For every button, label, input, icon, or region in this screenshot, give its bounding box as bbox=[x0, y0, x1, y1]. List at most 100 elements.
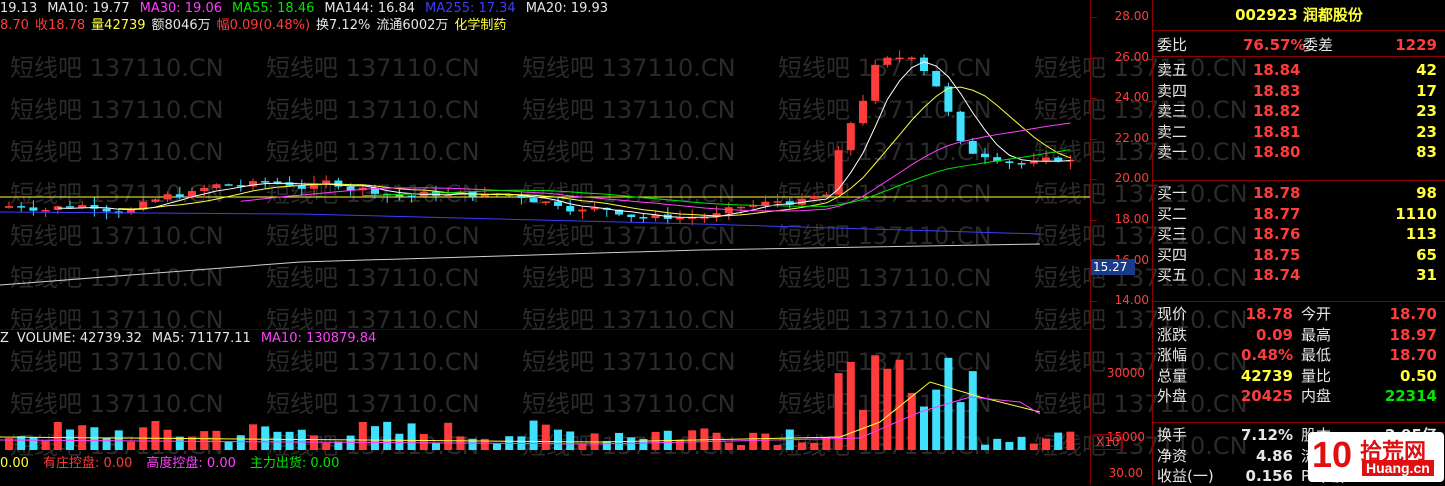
cell: 0.48% bbox=[1240, 346, 1293, 364]
moving-average-line bbox=[118, 86, 1071, 217]
volume-tick-label: 30000 bbox=[1106, 366, 1145, 380]
bid-row: 买三 18.76 113 bbox=[1153, 224, 1443, 244]
cell: 外盘 bbox=[1157, 387, 1188, 405]
price-tick-label: 28.00 bbox=[1114, 9, 1149, 23]
volume-bar bbox=[163, 429, 172, 450]
candle-body bbox=[90, 205, 99, 209]
volume-bar bbox=[114, 430, 123, 450]
indicator-tick-label: 30.00 bbox=[1108, 466, 1143, 480]
cell: 买二 bbox=[1157, 204, 1188, 223]
candle-body bbox=[517, 194, 526, 199]
cell: 现价 bbox=[1157, 305, 1188, 323]
volume-bar bbox=[334, 441, 343, 450]
candle-body bbox=[395, 194, 404, 197]
candle-body bbox=[66, 206, 74, 208]
cell: 113 bbox=[1405, 225, 1437, 243]
volume-item: VOLUME: 42739.32 bbox=[16, 331, 142, 346]
candlestick-chart[interactable] bbox=[0, 0, 1090, 330]
cell: 最高 bbox=[1301, 325, 1332, 344]
candle-body bbox=[188, 191, 196, 198]
volume-chart[interactable] bbox=[0, 342, 1090, 452]
cell: 18.75 bbox=[1253, 245, 1301, 264]
cell: 42 bbox=[1416, 61, 1437, 79]
info-item: MA255: 17.34 bbox=[425, 1, 516, 16]
volume-ma5-line bbox=[0, 381, 1041, 443]
volume-bar bbox=[602, 441, 611, 450]
cell: 18.80 bbox=[1253, 143, 1301, 161]
candle-body bbox=[1029, 160, 1038, 164]
cell: 买五 bbox=[1157, 266, 1188, 284]
price-tick-label: 18.00 bbox=[1114, 212, 1149, 226]
candle-body bbox=[224, 184, 233, 186]
quote-row: 涨跌 0.09 最高 18.97 bbox=[1153, 325, 1443, 345]
volume-bar bbox=[737, 444, 745, 450]
cell: 18.70 bbox=[1389, 305, 1437, 323]
axis-tick-line bbox=[1091, 57, 1097, 59]
volume-item: MA5: 71177.11 bbox=[151, 331, 251, 346]
candle-body bbox=[261, 181, 270, 183]
volume-bar bbox=[956, 402, 965, 450]
volume-bar bbox=[5, 438, 13, 450]
candle-body bbox=[566, 205, 575, 212]
info-item: 额8046万 bbox=[151, 18, 211, 33]
candle-body bbox=[639, 217, 648, 219]
candle-body bbox=[17, 206, 26, 208]
volume-bar bbox=[895, 359, 904, 450]
volume-bar bbox=[846, 361, 855, 450]
info-item: 量42739 bbox=[91, 18, 146, 33]
volume-bar bbox=[554, 429, 562, 450]
cell: 总量 bbox=[1157, 366, 1188, 385]
cell: 今开 bbox=[1301, 305, 1332, 323]
candle-body bbox=[627, 214, 636, 218]
volume-bar bbox=[17, 436, 26, 450]
cell: 卖五 bbox=[1157, 61, 1188, 79]
volume-bar bbox=[322, 442, 331, 450]
candle-body bbox=[480, 193, 489, 197]
cell: 1229 bbox=[1395, 36, 1437, 54]
cell: 23 bbox=[1416, 122, 1437, 141]
order-book-panel: 002923 润都股份 委比 76.57% 委差 1229 卖五 18.84 42 卖四 18.8… bbox=[1152, 0, 1445, 485]
info-item: 换7.12% bbox=[316, 18, 371, 33]
candle-body bbox=[993, 157, 1002, 162]
volume-prefix: Z bbox=[0, 331, 9, 346]
cell: 量比 bbox=[1301, 366, 1332, 385]
price-tick-label: 26.00 bbox=[1114, 49, 1149, 64]
candle-body bbox=[346, 186, 355, 191]
candle-body bbox=[651, 214, 660, 219]
candle-body bbox=[920, 57, 928, 72]
volume-bar bbox=[920, 406, 928, 450]
quote-info-line: 8.70 收18.78 量42739 额8046万 幅0.09(0.48%) 换7.12%… bbox=[0, 18, 512, 34]
price-tick-label: 20.00 bbox=[1114, 171, 1149, 186]
candle-body bbox=[5, 206, 13, 208]
axis-tick-line bbox=[1091, 17, 1097, 18]
candle-body bbox=[102, 208, 111, 212]
candle-body bbox=[676, 217, 684, 220]
volume-bar bbox=[419, 433, 428, 450]
info-item: 8.70 bbox=[0, 18, 29, 33]
volume-bar bbox=[1005, 441, 1014, 450]
candle-body bbox=[785, 201, 794, 205]
volume-ma10-line bbox=[0, 396, 1041, 445]
volume-bar bbox=[371, 426, 379, 450]
candle-body bbox=[541, 201, 550, 203]
candle-body bbox=[810, 195, 819, 199]
current-price-tag: 15.27 bbox=[1091, 259, 1135, 275]
candle-body bbox=[322, 180, 331, 184]
volume-bar bbox=[285, 431, 294, 450]
ask-row: 卖二 18.81 23 bbox=[1153, 122, 1443, 142]
candle-body bbox=[285, 182, 294, 186]
logo-sub: Huang.cn bbox=[1362, 460, 1434, 476]
volume-bar bbox=[53, 421, 62, 450]
volume-bar bbox=[578, 443, 587, 450]
cell: 委比 bbox=[1157, 36, 1188, 54]
volume-bar bbox=[102, 438, 111, 450]
ask-row: 卖三 18.82 23 bbox=[1153, 101, 1443, 121]
cell: 76.57% bbox=[1243, 36, 1306, 54]
candle-body bbox=[1054, 157, 1063, 162]
cell: 18.78 bbox=[1245, 305, 1293, 323]
candle-body bbox=[310, 183, 318, 189]
volume-bar bbox=[41, 441, 50, 450]
cell: 42739 bbox=[1240, 366, 1293, 385]
volume-bar bbox=[822, 437, 831, 450]
